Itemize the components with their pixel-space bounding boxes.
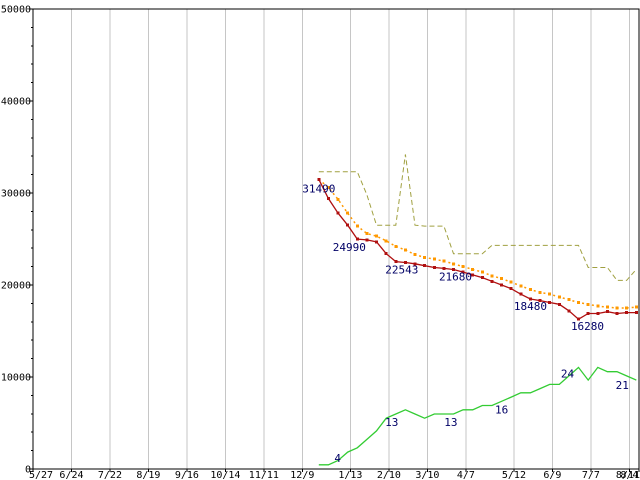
gridlines [70, 9, 640, 469]
x-axis: 5/27 6/24 7/22 8/19 9/16 10/14 11/11 12/9 1/13 2/… [29, 469, 640, 480]
series-avg-price [317, 177, 638, 310]
x-tick-label: 9/16 [175, 470, 199, 480]
min-price-data-label: 24990 [333, 241, 366, 254]
x-tick-label: 12/9 [290, 470, 314, 480]
x-tick-label: 6/9 [543, 470, 561, 480]
x-tick-label: 7/7 [582, 470, 600, 480]
x-tick-label: 5/27 [29, 470, 53, 480]
x-tick-label: 8/4 [620, 470, 638, 480]
y-tick-label: 0 [25, 465, 31, 476]
min-price-data-label: 18480 [514, 300, 547, 313]
plot-frame [32, 8, 640, 470]
min-price-data-label: 31490 [302, 182, 335, 195]
x-tick-label: 1/13 [338, 470, 362, 480]
x-tick-label: 5/12 [502, 470, 526, 480]
shops-data-label: 13 [385, 416, 398, 429]
y-axis: 0 10000 20000 30000 40000 50000 [1, 5, 33, 476]
x-tick-label: 3/10 [415, 470, 439, 480]
x-tick-label: 8/11 [616, 470, 640, 480]
shops-data-label: 13 [444, 416, 457, 429]
y-tick-label: 40000 [1, 97, 31, 108]
shops-data-label: 4 [334, 452, 341, 465]
shops-data-label: 16 [495, 403, 508, 416]
min-price-data-label: 22543 [385, 264, 418, 277]
y-tick-label: 20000 [1, 281, 31, 292]
x-tick-label: 4/7 [457, 470, 475, 480]
min-price-data-label: 21680 [439, 271, 472, 284]
x-tick-label: 8/19 [136, 470, 160, 480]
x-tick-label: 11/11 [249, 470, 279, 480]
min-price-data-label: 16280 [571, 320, 604, 333]
x-tick-label: 6/24 [59, 470, 83, 480]
series-shops: 4 13 13 16 24 21 [318, 366, 637, 466]
shops-data-label: 21 [616, 379, 629, 392]
y-tick-label: 10000 [1, 373, 31, 384]
x-tick-label: 10/14 [210, 470, 240, 480]
y-tick-label: 30000 [1, 189, 31, 200]
y-tick-label: 50000 [1, 5, 31, 16]
shops-data-label: 24 [561, 367, 575, 380]
x-tick-label: 7/22 [98, 470, 122, 480]
series-max-price [318, 154, 637, 281]
series-min-price: 31490 24990 22543 21680 18480 16280 [302, 177, 638, 333]
x-tick-label: 2/10 [377, 470, 401, 480]
